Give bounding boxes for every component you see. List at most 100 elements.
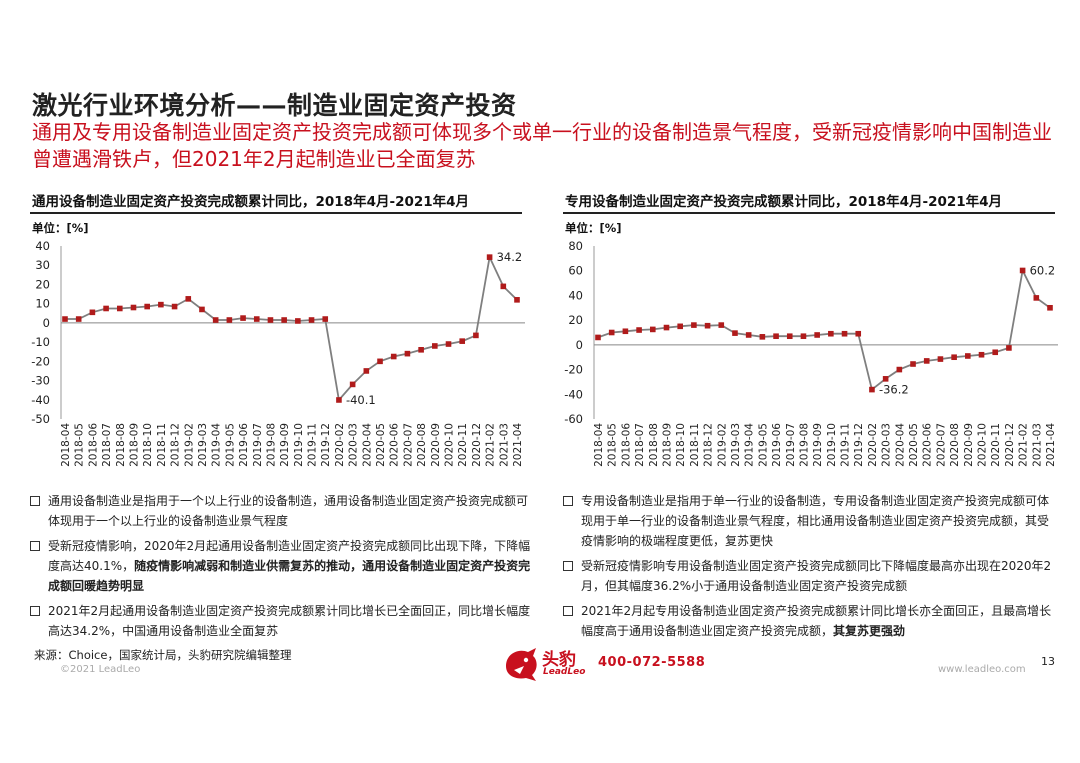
x-tick-label: 2019-08 bbox=[265, 423, 277, 467]
data-point bbox=[486, 254, 493, 260]
data-point bbox=[978, 351, 985, 358]
data-point bbox=[951, 354, 957, 361]
data-label: -36.2 bbox=[879, 383, 909, 397]
data-point bbox=[855, 330, 862, 337]
y-tick-label: 0 bbox=[576, 338, 583, 352]
x-tick-label: 2020-02 bbox=[334, 423, 346, 467]
x-tick-label: 2020-07 bbox=[402, 423, 414, 467]
data-point bbox=[745, 332, 752, 338]
data-point bbox=[869, 386, 875, 393]
x-tick-label: 2019-08 bbox=[798, 423, 810, 467]
right-chart-unit: 单位：[%] bbox=[565, 221, 622, 235]
x-tick-label: 2018-10 bbox=[675, 423, 687, 467]
right-notes: 专用设备制造业是指用于单一行业的设备制造，专用设备制造业固定资产投资完成额可体现… bbox=[563, 491, 1058, 646]
x-tick-label: 2019-10 bbox=[826, 423, 838, 467]
data-point bbox=[841, 330, 848, 337]
data-point bbox=[500, 283, 507, 290]
data-point bbox=[459, 338, 466, 344]
data-point bbox=[882, 376, 889, 382]
data-point bbox=[514, 297, 520, 303]
data-point bbox=[732, 330, 738, 336]
x-tick-label: 2021-02 bbox=[1018, 423, 1030, 467]
leadleo-logo-icon bbox=[506, 648, 537, 681]
data-point bbox=[828, 330, 834, 337]
y-tick-label: 0 bbox=[43, 316, 50, 330]
x-tick-label: 2019-07 bbox=[785, 423, 797, 467]
y-tick-label: 20 bbox=[35, 277, 50, 291]
data-point bbox=[295, 318, 301, 324]
data-point bbox=[445, 341, 452, 347]
x-tick-label: 2018-09 bbox=[661, 423, 673, 467]
data-label: -40.1 bbox=[346, 393, 376, 407]
x-tick-label: 2019-09 bbox=[279, 423, 291, 467]
y-tick-label: -30 bbox=[31, 374, 50, 388]
data-point bbox=[649, 326, 656, 333]
x-tick-label: 2019-11 bbox=[307, 423, 319, 467]
x-tick-label: 2020-06 bbox=[389, 423, 401, 467]
page-title: 激光行业环境分析——制造业固定资产投资 bbox=[32, 91, 517, 120]
data-point bbox=[363, 368, 370, 374]
y-tick-label: -10 bbox=[31, 335, 50, 349]
website-link[interactable]: www.leadleo.com bbox=[938, 664, 1026, 675]
data-point bbox=[240, 315, 246, 321]
x-tick-label: 2021-04 bbox=[512, 423, 524, 467]
y-tick-label: 60 bbox=[568, 264, 583, 278]
data-point bbox=[336, 397, 342, 403]
left-title-rule bbox=[30, 212, 522, 214]
data-point bbox=[404, 350, 411, 357]
series-line bbox=[597, 267, 1051, 392]
x-tick-label: 2020-10 bbox=[977, 423, 989, 467]
data-point bbox=[377, 358, 383, 365]
checkbox-bullet-icon bbox=[563, 496, 573, 506]
data-point bbox=[704, 322, 711, 329]
x-tick-label: 2019-03 bbox=[730, 423, 742, 467]
logo-subtext: LeadLeo bbox=[543, 667, 586, 677]
data-point bbox=[992, 349, 999, 356]
series-line bbox=[65, 254, 518, 403]
x-tick-label: 2020-03 bbox=[348, 423, 360, 467]
right-note-3: 2021年2月起专用设备制造业固定资产投资完成额累计同比增长亦全面回正，且最高增… bbox=[563, 601, 1058, 641]
data-point bbox=[253, 316, 260, 322]
x-tick-label: 2018-09 bbox=[128, 423, 140, 467]
data-point bbox=[1047, 304, 1053, 311]
x-tick-label: 2018-04 bbox=[593, 423, 605, 467]
data-point bbox=[595, 334, 601, 341]
x-tick-label: 2020-04 bbox=[361, 423, 373, 467]
x-tick-label: 2020-05 bbox=[375, 423, 387, 467]
x-tick-label: 2018-12 bbox=[170, 423, 182, 467]
checkbox-bullet-icon bbox=[563, 561, 573, 571]
data-point bbox=[759, 334, 766, 340]
x-tick-label: 2019-07 bbox=[252, 423, 264, 467]
x-tick-label: 2020-04 bbox=[894, 423, 906, 467]
right-note-2: 受新冠疫情影响专用设备制造业固定资产投资完成额同比下降幅度最高亦出现在2020年… bbox=[563, 556, 1058, 596]
data-point bbox=[910, 361, 916, 367]
left-note-1: 通用设备制造业是指用于一个以上行业的设备制造，通用设备制造业固定资产投资完成额可… bbox=[30, 491, 535, 531]
data-point bbox=[62, 316, 68, 322]
x-tick-label: 2018-05 bbox=[74, 423, 86, 467]
page-number: 13 bbox=[1041, 655, 1055, 668]
x-tick-label: 2019-05 bbox=[224, 423, 236, 467]
x-tick-label: 2020-11 bbox=[457, 423, 469, 467]
data-point bbox=[349, 381, 356, 388]
data-point bbox=[171, 303, 178, 310]
y-tick-label: -40 bbox=[564, 387, 583, 401]
left-line-chart: 40 30 20 10 0 -10 -20 -30 -40 -50 34.2 -40.1 2018-04… bbox=[31, 239, 525, 467]
data-point bbox=[773, 333, 779, 340]
x-tick-label: 2020-02 bbox=[867, 423, 879, 467]
x-tick-label: 2020-12 bbox=[471, 423, 483, 467]
x-tick-label: 2020-06 bbox=[922, 423, 934, 467]
data-point bbox=[814, 332, 820, 338]
data-point bbox=[281, 317, 287, 323]
x-tick-label: 2019-02 bbox=[183, 423, 195, 467]
x-tick-label: 2018-05 bbox=[607, 423, 619, 467]
data-point bbox=[212, 317, 219, 323]
data-point bbox=[622, 328, 629, 335]
data-point bbox=[226, 317, 233, 323]
x-tick-label: 2019-02 bbox=[716, 423, 728, 467]
y-tick-label: -60 bbox=[564, 412, 583, 426]
data-point bbox=[473, 332, 479, 339]
data-point bbox=[800, 333, 807, 340]
x-tick-label: 2019-06 bbox=[771, 423, 783, 467]
left-note-2: 受新冠疫情影响，2020年2月起通用设备制造业固定资产投资完成额同比出现下降，下… bbox=[30, 536, 535, 596]
x-tick-label: 2021-03 bbox=[498, 423, 510, 467]
